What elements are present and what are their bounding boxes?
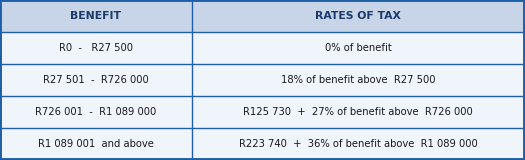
Bar xyxy=(0,32,525,64)
Text: R726 001  -  R1 089 000: R726 001 - R1 089 000 xyxy=(35,107,156,117)
Text: 18% of benefit above  R27 500: 18% of benefit above R27 500 xyxy=(281,75,436,85)
Bar xyxy=(0,0,525,32)
Text: R1 089 001  and above: R1 089 001 and above xyxy=(38,139,154,149)
Bar xyxy=(0,128,525,160)
Text: R27 501  -  R726 000: R27 501 - R726 000 xyxy=(43,75,149,85)
Text: 0% of benefit: 0% of benefit xyxy=(325,43,392,53)
Text: R223 740  +  36% of benefit above  R1 089 000: R223 740 + 36% of benefit above R1 089 0… xyxy=(239,139,478,149)
Text: R125 730  +  27% of benefit above  R726 000: R125 730 + 27% of benefit above R726 000 xyxy=(244,107,473,117)
Text: RATES OF TAX: RATES OF TAX xyxy=(316,11,401,21)
Bar xyxy=(0,64,525,96)
Bar xyxy=(0,96,525,128)
Text: BENEFIT: BENEFIT xyxy=(70,11,121,21)
Text: R0  -   R27 500: R0 - R27 500 xyxy=(59,43,133,53)
